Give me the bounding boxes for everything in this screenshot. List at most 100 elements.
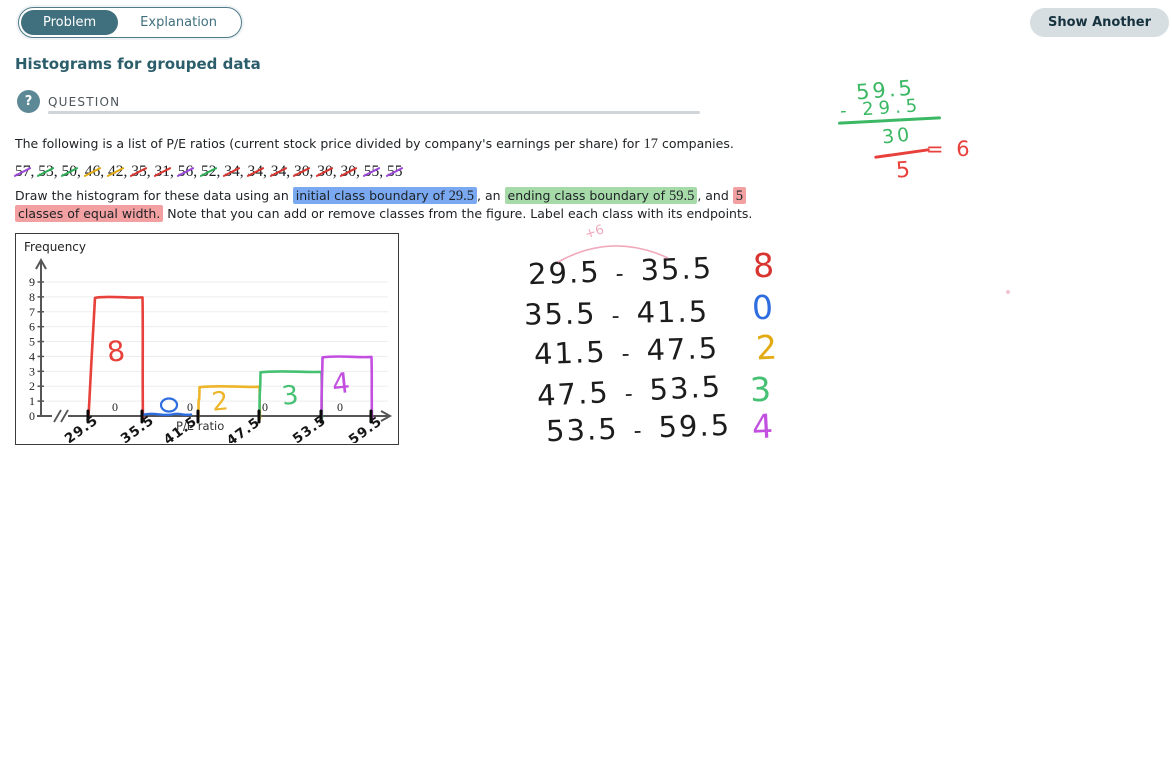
strikethrough-mark-red xyxy=(292,167,311,178)
highlight-green: ending class boundary of 59.5 xyxy=(504,187,698,204)
axis-break-slash xyxy=(53,409,62,423)
text-run: , and xyxy=(697,188,733,203)
question-help-icon: ? xyxy=(17,90,40,113)
pe-ratio-data-list: 57, 53, 50, 46, 42, 35, 31, 56, 52, 34, … xyxy=(13,163,404,181)
strikethrough-mark-red xyxy=(269,167,288,178)
class-interval-row: 41.5-47.5 xyxy=(533,331,719,371)
printed-zero-label: 0 xyxy=(187,400,193,414)
class-frequency-value: 4 xyxy=(750,406,775,447)
data-value: 34 xyxy=(246,163,265,181)
histogram-figure[interactable]: 0 1 2 3 4 5 6 7 8 9 Frequency P/E ratio 0 0 0 0 8 2 3 4 29.5… xyxy=(15,233,399,449)
tab-problem[interactable]: Problem xyxy=(21,10,119,35)
section-divider xyxy=(48,111,700,114)
axis-break-gap xyxy=(52,412,68,421)
class-from: 41.5 xyxy=(533,334,608,372)
text-run: classes of equal width. xyxy=(18,206,161,221)
text-run: 5 xyxy=(735,188,744,204)
data-value: 30 xyxy=(292,163,311,181)
class-from: 47.5 xyxy=(536,375,611,413)
instruction-text: Note that you can add or remove classes … xyxy=(163,206,752,221)
y-tick-label: 8 xyxy=(29,290,35,304)
question-section-label: QUESTION xyxy=(48,95,121,109)
strikethrough-mark-red xyxy=(339,167,358,178)
handwritten-frequency-label: 3 xyxy=(280,380,300,412)
class-dash: - xyxy=(633,418,645,445)
calc-fraction-bar xyxy=(874,148,930,159)
handwritten-frequency-label: 8 xyxy=(105,334,126,369)
class-from: 53.5 xyxy=(545,411,620,449)
y-tick-label: 9 xyxy=(29,275,35,289)
handwritten-frequency-label: 2 xyxy=(210,386,230,418)
y-tick-label: 3 xyxy=(29,364,35,378)
hand-drawn-bar xyxy=(87,295,145,420)
strikethrough-mark-purple xyxy=(362,167,381,178)
plus-six-arc xyxy=(557,245,669,263)
highlight-red: 5 xyxy=(732,187,747,204)
printed-zero-label: 0 xyxy=(262,400,268,414)
class-interval-row: 47.5-53.5 xyxy=(536,369,723,413)
x-axis-title: P/E ratio xyxy=(176,419,224,433)
axis-break-slash xyxy=(60,409,69,423)
data-value: 52 xyxy=(199,163,218,181)
class-dash: - xyxy=(611,303,622,330)
hand-drawn-bar xyxy=(320,355,374,420)
y-axis-arrow xyxy=(35,257,47,270)
question-intro-text: The following is a list of P/E ratios (c… xyxy=(15,136,734,153)
calc-result: = 6 xyxy=(926,137,973,161)
y-tick-label: 0 xyxy=(29,409,35,423)
text-run: , an xyxy=(477,188,505,203)
text-run: 17 xyxy=(643,136,659,152)
class-from: 35.5 xyxy=(523,296,597,332)
highlight-blue: initial class boundary of 29.5 xyxy=(292,187,478,204)
instruction-text: , an xyxy=(477,188,505,203)
text-run: Draw the histogram for these data using … xyxy=(15,188,293,203)
y-tick-label: 5 xyxy=(29,335,35,349)
class-frequency-value: 0 xyxy=(750,287,775,328)
handwritten-boundary-label: 59.5 xyxy=(346,413,386,443)
strikethrough-mark-purple xyxy=(13,167,32,178)
strikethrough-mark-red xyxy=(222,167,242,178)
y-tick-label: 4 xyxy=(29,349,35,363)
show-another-button[interactable]: Show Another xyxy=(1030,8,1170,37)
printed-zero-label: 0 xyxy=(337,400,343,414)
calc-difference: 30 xyxy=(880,123,914,149)
text-run: companies. xyxy=(658,136,734,151)
text-run: initial class boundary of xyxy=(295,188,449,203)
class-to: 47.5 xyxy=(645,330,720,368)
problem-explanation-toggle[interactable]: Problem Explanation xyxy=(18,7,243,38)
strikethrough-mark-green xyxy=(36,167,56,178)
page-title: Histograms for grouped data xyxy=(15,55,261,73)
class-interval-row: 35.5-41.5 xyxy=(524,294,710,331)
data-value: 30 xyxy=(315,163,335,181)
data-value: 34 xyxy=(269,163,288,181)
strikethrough-mark-red xyxy=(129,167,149,178)
class-frequency-value: 2 xyxy=(754,327,779,368)
text-run: ending class boundary of xyxy=(507,188,669,203)
tab-explanation[interactable]: Explanation xyxy=(118,10,240,35)
strikethrough-mark-red xyxy=(315,167,335,178)
class-to: 59.5 xyxy=(657,407,732,445)
data-value: 55 xyxy=(362,163,381,181)
strikethrough-mark-purple xyxy=(176,167,195,178)
class-frequency-value: 8 xyxy=(751,245,776,286)
instruction-text: Draw the histogram for these data using … xyxy=(15,188,293,203)
data-value: 53 xyxy=(36,163,56,181)
class-frequency-value: 3 xyxy=(748,369,773,410)
handwritten-boundary-label: 41.5 xyxy=(161,413,201,443)
class-interval-row: 53.5-59.5 xyxy=(545,408,731,448)
strikethrough-mark-yellow xyxy=(83,167,102,178)
data-value: 57 xyxy=(13,163,32,181)
text-run: 59.5 xyxy=(668,188,695,204)
class-dash: - xyxy=(621,341,633,368)
data-value: 30 xyxy=(339,163,358,181)
strikethrough-mark-green xyxy=(199,167,218,178)
x-axis-arrow xyxy=(380,410,393,422)
data-value: 50 xyxy=(60,163,79,181)
y-axis-title: Frequency xyxy=(24,240,86,254)
text-run: 29.5 xyxy=(448,188,475,204)
instruction-text: , and xyxy=(697,188,732,203)
class-dash: - xyxy=(624,381,636,408)
handwritten-frequency-0 xyxy=(159,397,179,413)
data-value: 55 xyxy=(385,163,404,181)
